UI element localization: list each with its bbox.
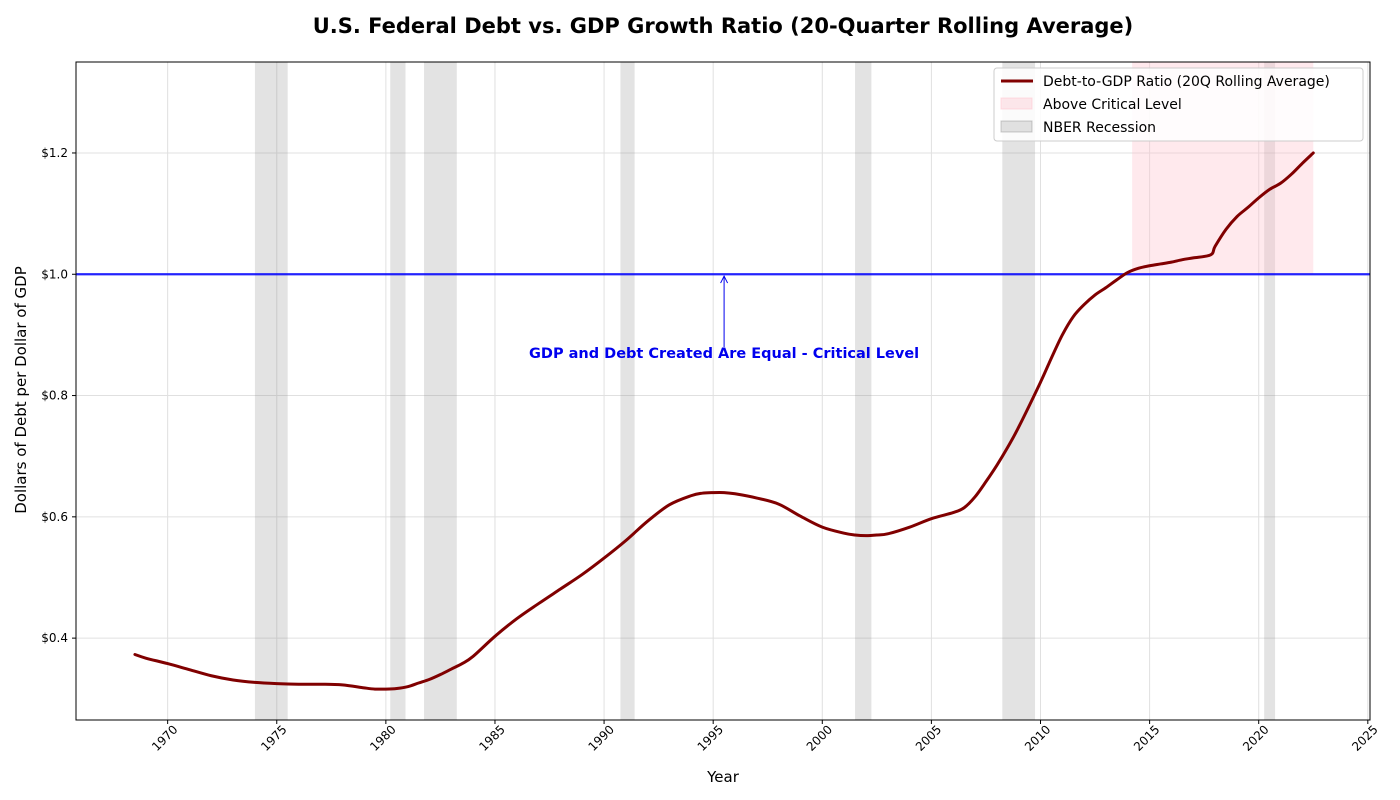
x-tick-label: 2020 — [1240, 722, 1271, 753]
x-tick-label: 1980 — [367, 722, 398, 753]
legend-label-recession: NBER Recession — [1043, 120, 1156, 136]
legend-box — [993, 67, 1364, 142]
series-line — [133, 151, 1315, 691]
legend-swatch-recession — [1000, 120, 1033, 133]
x-tick-label: 2005 — [913, 722, 944, 753]
recession-band — [424, 62, 457, 720]
grid-lines — [76, 62, 1370, 720]
y-tick-label: $1.0 — [41, 267, 68, 281]
annotation-text: GDP and Debt Created Are Equal - Critica… — [529, 346, 919, 362]
y-tick-label: $0.4 — [41, 631, 68, 645]
x-tick-label: 2015 — [1131, 722, 1162, 753]
plot-frame — [75, 61, 1371, 721]
critical-level-annotation: GDP and Debt Created Are Equal - Critica… — [529, 274, 919, 362]
recession-band — [620, 62, 635, 720]
recession-band — [254, 62, 288, 720]
recession-band — [855, 62, 872, 720]
recession-band — [1002, 62, 1036, 720]
y-tick-label: $0.8 — [41, 389, 68, 403]
y-tick-label: $0.6 — [41, 510, 68, 524]
x-tick-label: 1985 — [476, 722, 507, 753]
legend-label-critical: Above Critical Level — [1043, 97, 1182, 113]
x-tick-label: 2010 — [1022, 722, 1053, 753]
x-axis-label: Year — [706, 768, 740, 786]
legend-label-series: Debt-to-GDP Ratio (20Q Rolling Average) — [1043, 74, 1330, 90]
chart-title: U.S. Federal Debt vs. GDP Growth Ratio (… — [313, 14, 1134, 38]
y-axis-ticks: $0.4 $0.6 $0.8 $1.0 $1.2 — [41, 146, 76, 645]
legend: Debt-to-GDP Ratio (20Q Rolling Average) … — [993, 67, 1364, 142]
annotation-arrow-head — [720, 274, 729, 284]
y-tick-label: $1.2 — [41, 146, 68, 160]
y-axis-label: Dollars of Debt per Dollar of GDP — [12, 266, 30, 514]
x-tick-label: 1975 — [258, 722, 289, 753]
series-debt-to-gdp — [133, 151, 1315, 691]
x-tick-label: 2000 — [804, 722, 835, 753]
x-tick-label: 1995 — [695, 722, 726, 753]
x-tick-label: 1990 — [585, 722, 616, 753]
x-tick-label: 1970 — [149, 722, 180, 753]
x-tick-label: 2025 — [1349, 722, 1380, 753]
recession-band — [1264, 62, 1276, 720]
recession-bands — [254, 62, 1276, 720]
recession-band — [390, 62, 406, 720]
legend-swatch-critical — [1000, 97, 1033, 110]
x-axis-ticks: 1970 1975 1980 1985 1990 1995 2000 2005 2010 2015… — [149, 720, 1381, 754]
